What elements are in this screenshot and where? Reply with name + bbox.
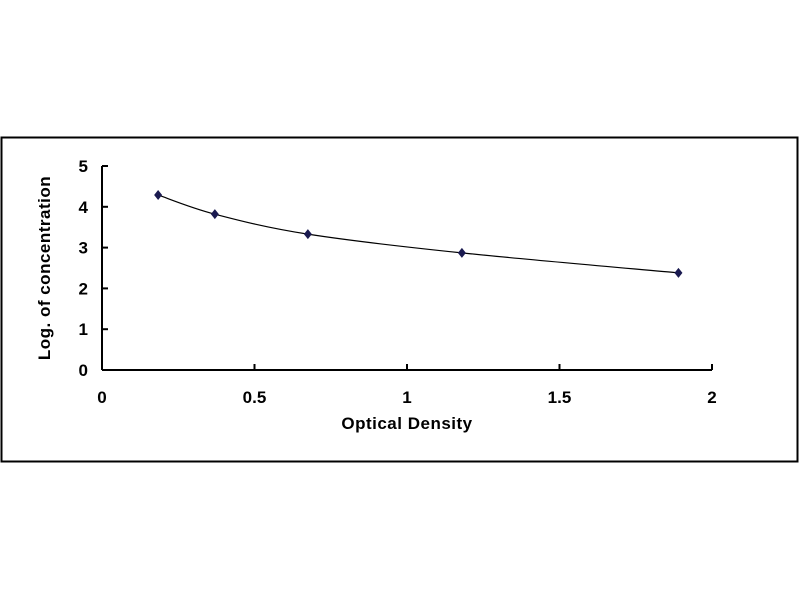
- y-tick-label: 5: [79, 157, 88, 176]
- x-tick-label: 2: [707, 388, 716, 407]
- data-point-marker: [154, 189, 163, 200]
- y-tick-label: 1: [79, 320, 88, 339]
- data-points: [154, 189, 683, 278]
- data-point-marker: [457, 247, 466, 258]
- data-point-marker: [303, 229, 312, 240]
- x-tick-labels: 0 0.5 1 1.5 2: [97, 388, 716, 407]
- y-tick-label: 2: [79, 279, 88, 298]
- x-axis-label: Optical Density: [341, 414, 472, 433]
- x-tick-label: 1: [402, 388, 411, 407]
- x-tick-label: 0.5: [243, 388, 267, 407]
- chart-frame: [0, 136, 799, 463]
- y-tick-labels: 0 1 2 3 4 5: [79, 157, 89, 380]
- y-tick-label: 4: [79, 198, 89, 217]
- x-tick-label: 1.5: [548, 388, 572, 407]
- axes: [101, 165, 713, 371]
- y-axis-label: Log. of concentration: [35, 176, 54, 360]
- data-point-marker: [674, 267, 683, 278]
- y-tick-label: 3: [79, 239, 88, 258]
- y-tick-label: 0: [79, 361, 88, 380]
- x-tick-label: 0: [97, 388, 106, 407]
- data-point-marker: [210, 209, 219, 220]
